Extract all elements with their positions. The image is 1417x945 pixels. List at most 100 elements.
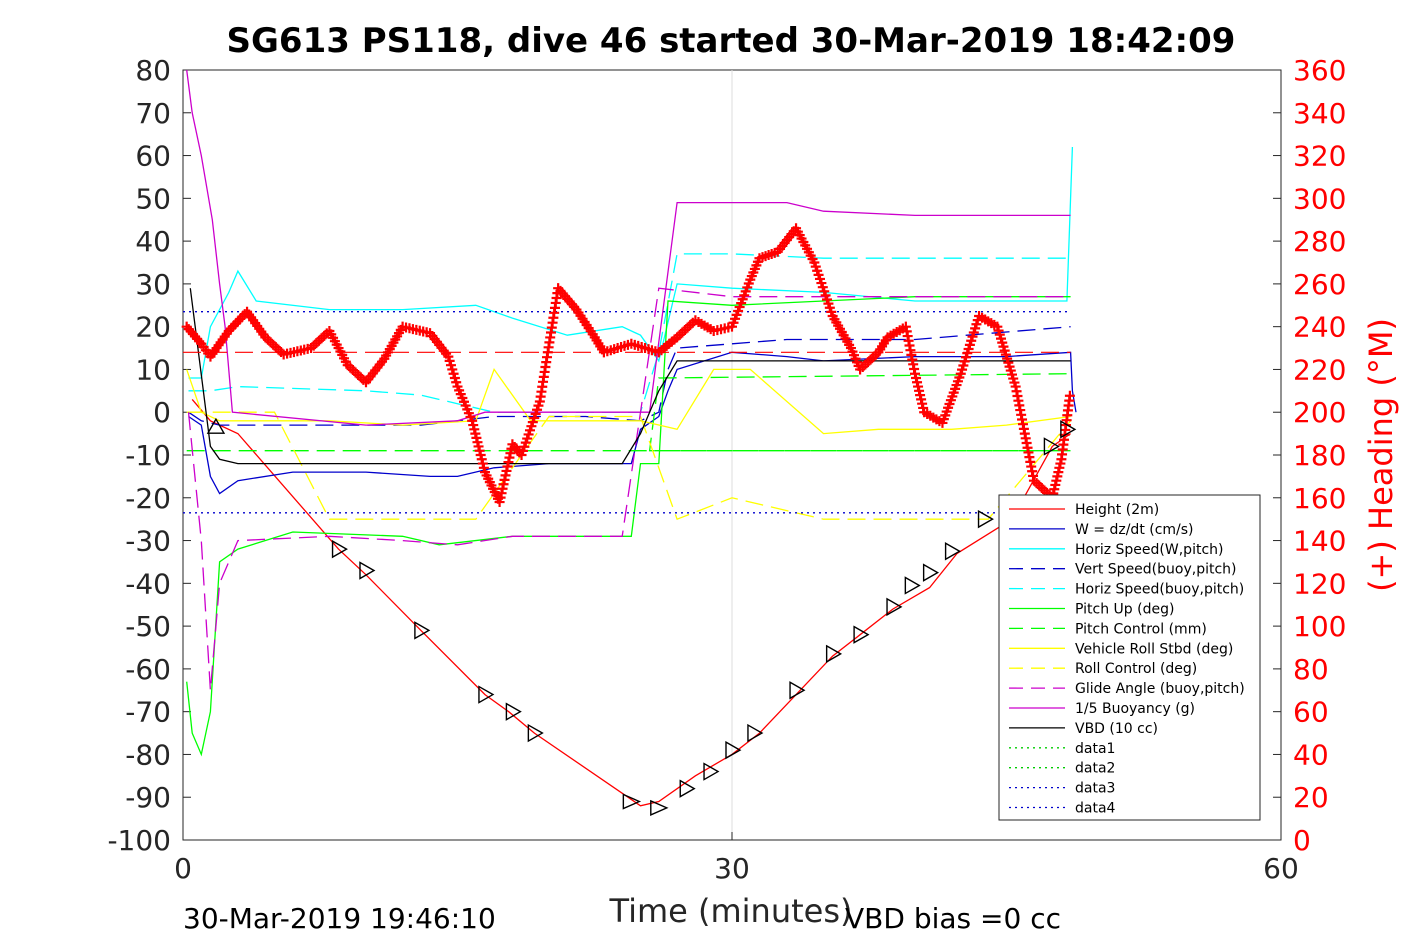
tick-label-left: 30 [135, 268, 171, 301]
legend-entry: VBD (10 cc) [1075, 721, 1158, 737]
triangle-marker [527, 723, 544, 743]
series-line-3 [188, 326, 1071, 426]
triangle-marker [886, 597, 903, 617]
tick-label-right: 280 [1293, 225, 1346, 258]
tick-label-right: 100 [1293, 610, 1346, 643]
triangle-marker [505, 702, 522, 721]
tick-label-left: 70 [135, 97, 171, 130]
y-axis-right-label: (+) Heading (°M) [1362, 318, 1400, 592]
legend-entry: W = dz/dt (cm/s) [1075, 522, 1194, 538]
triangle-marker [904, 576, 921, 595]
tick-label-left: -70 [125, 696, 171, 729]
legend-entry: Roll Control (deg) [1075, 661, 1197, 677]
tick-label-left: -30 [125, 525, 171, 558]
tick-label-right: 20 [1293, 781, 1329, 814]
tick-label-right: 160 [1293, 482, 1346, 515]
tick-label-bottom: 0 [174, 852, 192, 885]
series-layer [183, 69, 1077, 807]
legend: Height (2m) W = dz/dt (cm/s) Horiz Speed(W… [998, 494, 1261, 821]
legend-entry: data1 [1075, 741, 1115, 757]
series-line-7 [186, 368, 1071, 435]
tick-label-left: -90 [125, 781, 171, 814]
series-line-6 [186, 373, 1071, 452]
series-line-9 [187, 287, 1071, 691]
footer-vbd-bias: VBD bias =0 cc [845, 902, 1061, 935]
tick-label-left: 0 [153, 396, 171, 429]
legend-entry: data4 [1075, 801, 1116, 817]
tick-label-right: 260 [1293, 268, 1346, 301]
triangle-marker [977, 509, 994, 529]
legend-entry: Vehicle Roll Stbd (deg) [1075, 641, 1233, 657]
footer-timestamp: 30-Mar-2019 19:46:10 [183, 902, 496, 935]
triangle-marker [414, 621, 431, 640]
triangle-markers [206, 417, 1077, 816]
legend-entry: Vert Speed(buoy,pitch) [1075, 562, 1237, 578]
tick-label-right: 60 [1293, 696, 1329, 729]
triangle-marker [650, 799, 669, 816]
tick-label-right: 80 [1293, 653, 1329, 686]
tick-label-left: 60 [135, 140, 171, 173]
legend-entry: Pitch Up (deg) [1075, 602, 1174, 618]
tick-label-right: 40 [1293, 738, 1329, 771]
series-line-0 [191, 398, 1071, 807]
tick-label-right: 340 [1293, 97, 1346, 130]
tick-label-right: 200 [1293, 396, 1346, 429]
tick-label-left: -100 [107, 824, 171, 857]
tick-label-right: 360 [1293, 54, 1346, 87]
tick-label-bottom: 60 [1263, 852, 1299, 885]
legend-entry: data3 [1075, 781, 1115, 797]
tick-label-left: -60 [125, 653, 171, 686]
tick-label-right: 300 [1293, 182, 1346, 215]
tick-label-right: 220 [1293, 353, 1346, 386]
triangle-marker [331, 539, 348, 559]
tick-label-right: 320 [1293, 140, 1346, 173]
triangle-marker [853, 625, 870, 644]
tick-label-left: 10 [135, 353, 171, 386]
y-axis-right: 3603403203002802602402202001801601401201… [1273, 54, 1346, 857]
tick-label-right: 0 [1293, 824, 1311, 857]
triangle-marker [789, 681, 806, 700]
series-line-10 [186, 69, 1071, 426]
triangle-marker [1043, 437, 1060, 456]
heading-series [181, 223, 1075, 508]
triangle-marker [944, 542, 962, 561]
tick-label-left: -80 [125, 738, 171, 771]
triangle-marker [1060, 420, 1077, 439]
tick-label-right: 140 [1293, 525, 1346, 558]
tick-label-bottom: 30 [714, 852, 750, 885]
tick-label-right: 180 [1293, 439, 1346, 472]
legend-entry: data2 [1075, 761, 1115, 777]
triangle-marker [725, 740, 742, 760]
triangle-marker [703, 762, 720, 781]
tick-label-left: -20 [125, 482, 171, 515]
tick-label-right: 240 [1293, 311, 1346, 344]
triangle-marker [206, 417, 226, 434]
legend-entry: 1/5 Buoyancy (g) [1075, 701, 1195, 717]
triangle-marker [478, 685, 495, 704]
legend-entry: Height (2m) [1075, 502, 1159, 518]
tick-label-left: -50 [125, 610, 171, 643]
tick-label-right: 120 [1293, 567, 1346, 600]
tick-label-left: 80 [135, 54, 171, 87]
x-axis-label: Time (minutes) [609, 892, 853, 930]
legend-entry: Pitch Control (mm) [1075, 621, 1207, 637]
tick-label-left: -40 [125, 567, 171, 600]
tick-label-left: 50 [135, 182, 171, 215]
y-axis-left: 80 70 60 50 40 30 20 10 0 -10 -20 -30 -40 -50 -60 -70 -8… [107, 54, 191, 857]
legend-entry: Horiz Speed(W,pitch) [1075, 542, 1223, 558]
x-axis: 0 30 60 [174, 832, 1299, 885]
legend-entry: Glide Angle (buoy,pitch) [1075, 681, 1245, 697]
triangle-marker [747, 723, 764, 743]
chart-title: SG613 PS118, dive 46 started 30-Mar-2019… [227, 21, 1236, 61]
triangle-marker [922, 563, 940, 582]
triangle-marker [679, 779, 696, 798]
legend-entry: Horiz Speed(buoy,pitch) [1075, 582, 1244, 598]
triangle-marker [622, 793, 642, 810]
triangle-marker [359, 561, 376, 580]
series-line-1 [188, 351, 1077, 495]
tick-label-left: 40 [135, 225, 171, 258]
tick-label-left: -10 [125, 439, 171, 472]
triangle-marker [825, 644, 843, 664]
heading-point [1064, 390, 1075, 401]
